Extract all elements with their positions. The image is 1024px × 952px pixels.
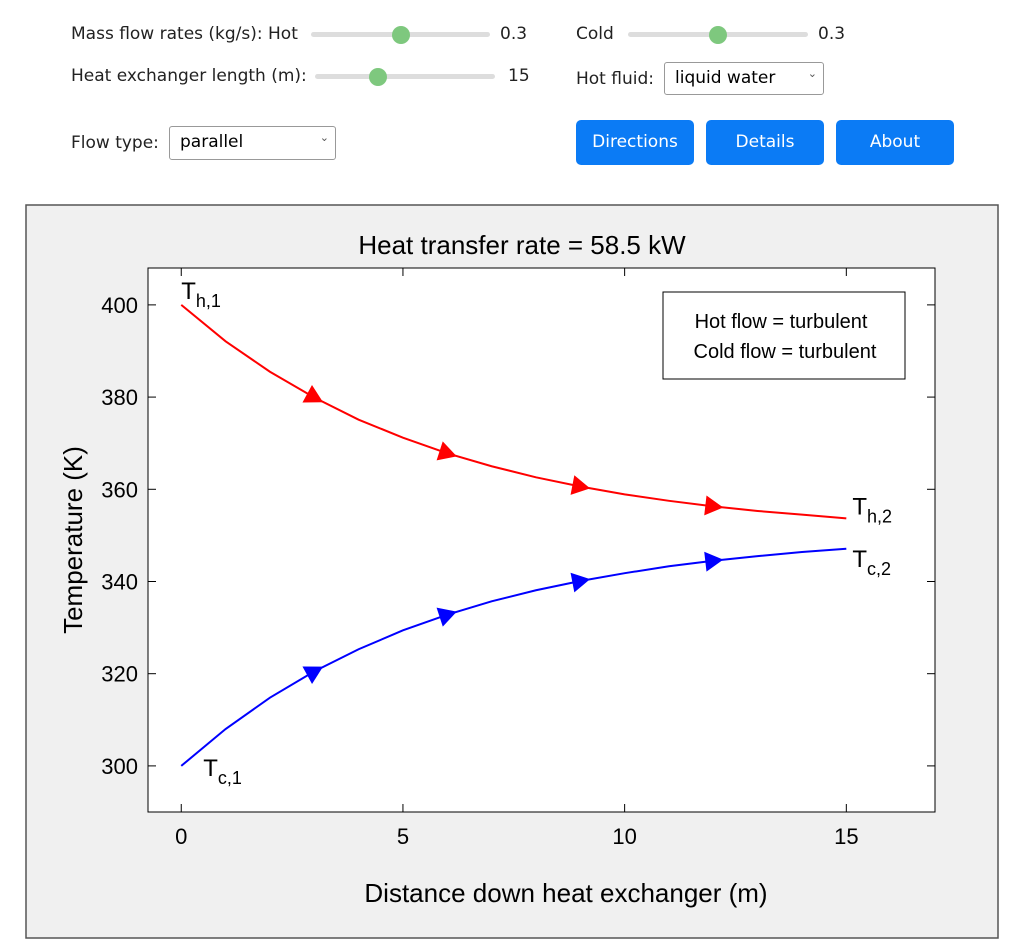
slider-value: 0.3 [818, 24, 846, 44]
slider-track[interactable] [315, 74, 495, 79]
flow-arrow [570, 475, 591, 495]
label: Heat exchanger length (m): [71, 66, 307, 86]
flow-box-text: Hot flow = turbulent [695, 311, 868, 333]
label: Hot fluid: [576, 69, 654, 89]
annotation-subscript: h,1 [196, 291, 221, 311]
label: Mass flow rates (kg/s): Hot [71, 24, 298, 44]
select[interactable]: parallel [169, 123, 336, 160]
annotation-subscript: c,2 [867, 559, 891, 579]
annotation: Th,1 [181, 278, 221, 311]
annotation-text: T [203, 755, 218, 782]
slider-thumb[interactable] [392, 26, 410, 44]
slider-thumb[interactable] [709, 26, 727, 44]
select[interactable]: liquid water [664, 59, 824, 95]
slider-thumb[interactable] [369, 68, 387, 86]
flow-box-text: Cold flow = turbulent [694, 341, 877, 363]
button[interactable]: Details [706, 120, 824, 165]
annotation-subscript: h,2 [867, 506, 892, 526]
flow-arrow [302, 384, 324, 403]
annotation: Tc,2 [852, 546, 891, 579]
line [180, 304, 847, 520]
x-tick-label: 15 [834, 824, 858, 849]
flow-arrow [704, 551, 724, 572]
flow-arrow [436, 441, 457, 461]
annotation: Tc,1 [203, 755, 242, 788]
x-axis-label: Distance down heat exchanger (m) [364, 878, 767, 908]
annotation: Th,2 [852, 493, 892, 526]
chart-title: Heat transfer rate = 58.5 kW [358, 230, 686, 260]
label: Cold [576, 24, 614, 44]
flow-box [662, 291, 906, 380]
y-tick-label: 340 [101, 569, 138, 594]
flow-arrow [302, 666, 324, 685]
y-tick-label: 360 [101, 477, 138, 502]
x-tick-label: 0 [175, 824, 187, 849]
button[interactable]: About [836, 120, 954, 165]
annotation-text: T [852, 493, 867, 520]
x-tick-label: 5 [397, 824, 409, 849]
y-tick-label: 380 [101, 385, 138, 410]
flow-arrow [436, 607, 457, 627]
annotation-text: T [181, 278, 196, 305]
flow-arrow [570, 572, 591, 593]
button[interactable]: Directions [576, 120, 694, 165]
y-tick-label: 300 [101, 754, 138, 779]
annotation-text: T [852, 546, 867, 573]
x-tick-label: 10 [612, 824, 636, 849]
line [180, 547, 847, 767]
flow-arrow [704, 495, 724, 516]
slider-value: 0.3 [500, 24, 528, 44]
annotation-subscript: c,1 [218, 768, 242, 788]
y-tick-label: 320 [101, 662, 138, 687]
y-tick-label: 400 [101, 293, 138, 318]
slider-value: 15 [508, 66, 530, 86]
y-axis-label: Temperature (K) [58, 446, 88, 634]
label: Flow type: [71, 133, 159, 153]
